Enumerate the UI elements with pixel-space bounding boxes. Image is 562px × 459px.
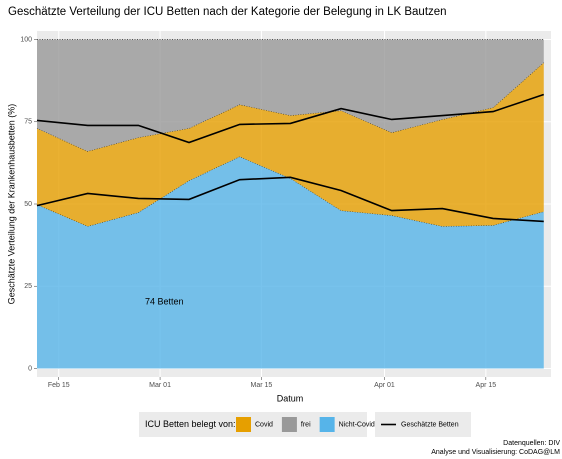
x-tick-label: Apr 01 xyxy=(374,382,395,389)
estimate-line xyxy=(36,93,545,144)
y-axis-title: Geschätzte Verteilung der Krankenhausbet… xyxy=(6,104,16,305)
legend-key xyxy=(281,417,297,432)
legend-key xyxy=(319,417,335,432)
legend-key xyxy=(236,417,251,432)
legend-label: frei xyxy=(301,421,311,428)
y-tick-label: 25 xyxy=(24,283,32,290)
caption: Analyse und Visualisierung: CoDAG@LM xyxy=(431,449,560,456)
area xyxy=(37,156,544,369)
annotation: 74 Betten xyxy=(145,296,184,306)
area xyxy=(37,39,544,152)
chart-title: Geschätzte Verteilung der ICU Betten nac… xyxy=(8,6,447,18)
legend-title: ICU Betten belegt von: xyxy=(145,419,236,429)
legend-label: Geschätzte Betten xyxy=(401,421,459,428)
x-tick-label: Apr 15 xyxy=(476,382,497,389)
legend-label: Nicht-Covid xyxy=(339,421,375,428)
x-tick-label: Mar 15 xyxy=(251,382,273,389)
x-tick-label: Feb 15 xyxy=(48,382,70,389)
caption: Datenquellen: DIV xyxy=(503,440,560,447)
area xyxy=(37,62,544,227)
y-tick-label: 75 xyxy=(24,119,32,126)
y-tick-label: 50 xyxy=(24,201,32,208)
y-tick-label: 100 xyxy=(20,36,32,43)
x-axis-title: Datum xyxy=(277,393,304,403)
x-tick-label: Mar 01 xyxy=(149,382,171,389)
estimate-line xyxy=(36,176,544,223)
y-tick-label: 0 xyxy=(28,365,32,372)
legend-label: Covid xyxy=(255,421,273,428)
